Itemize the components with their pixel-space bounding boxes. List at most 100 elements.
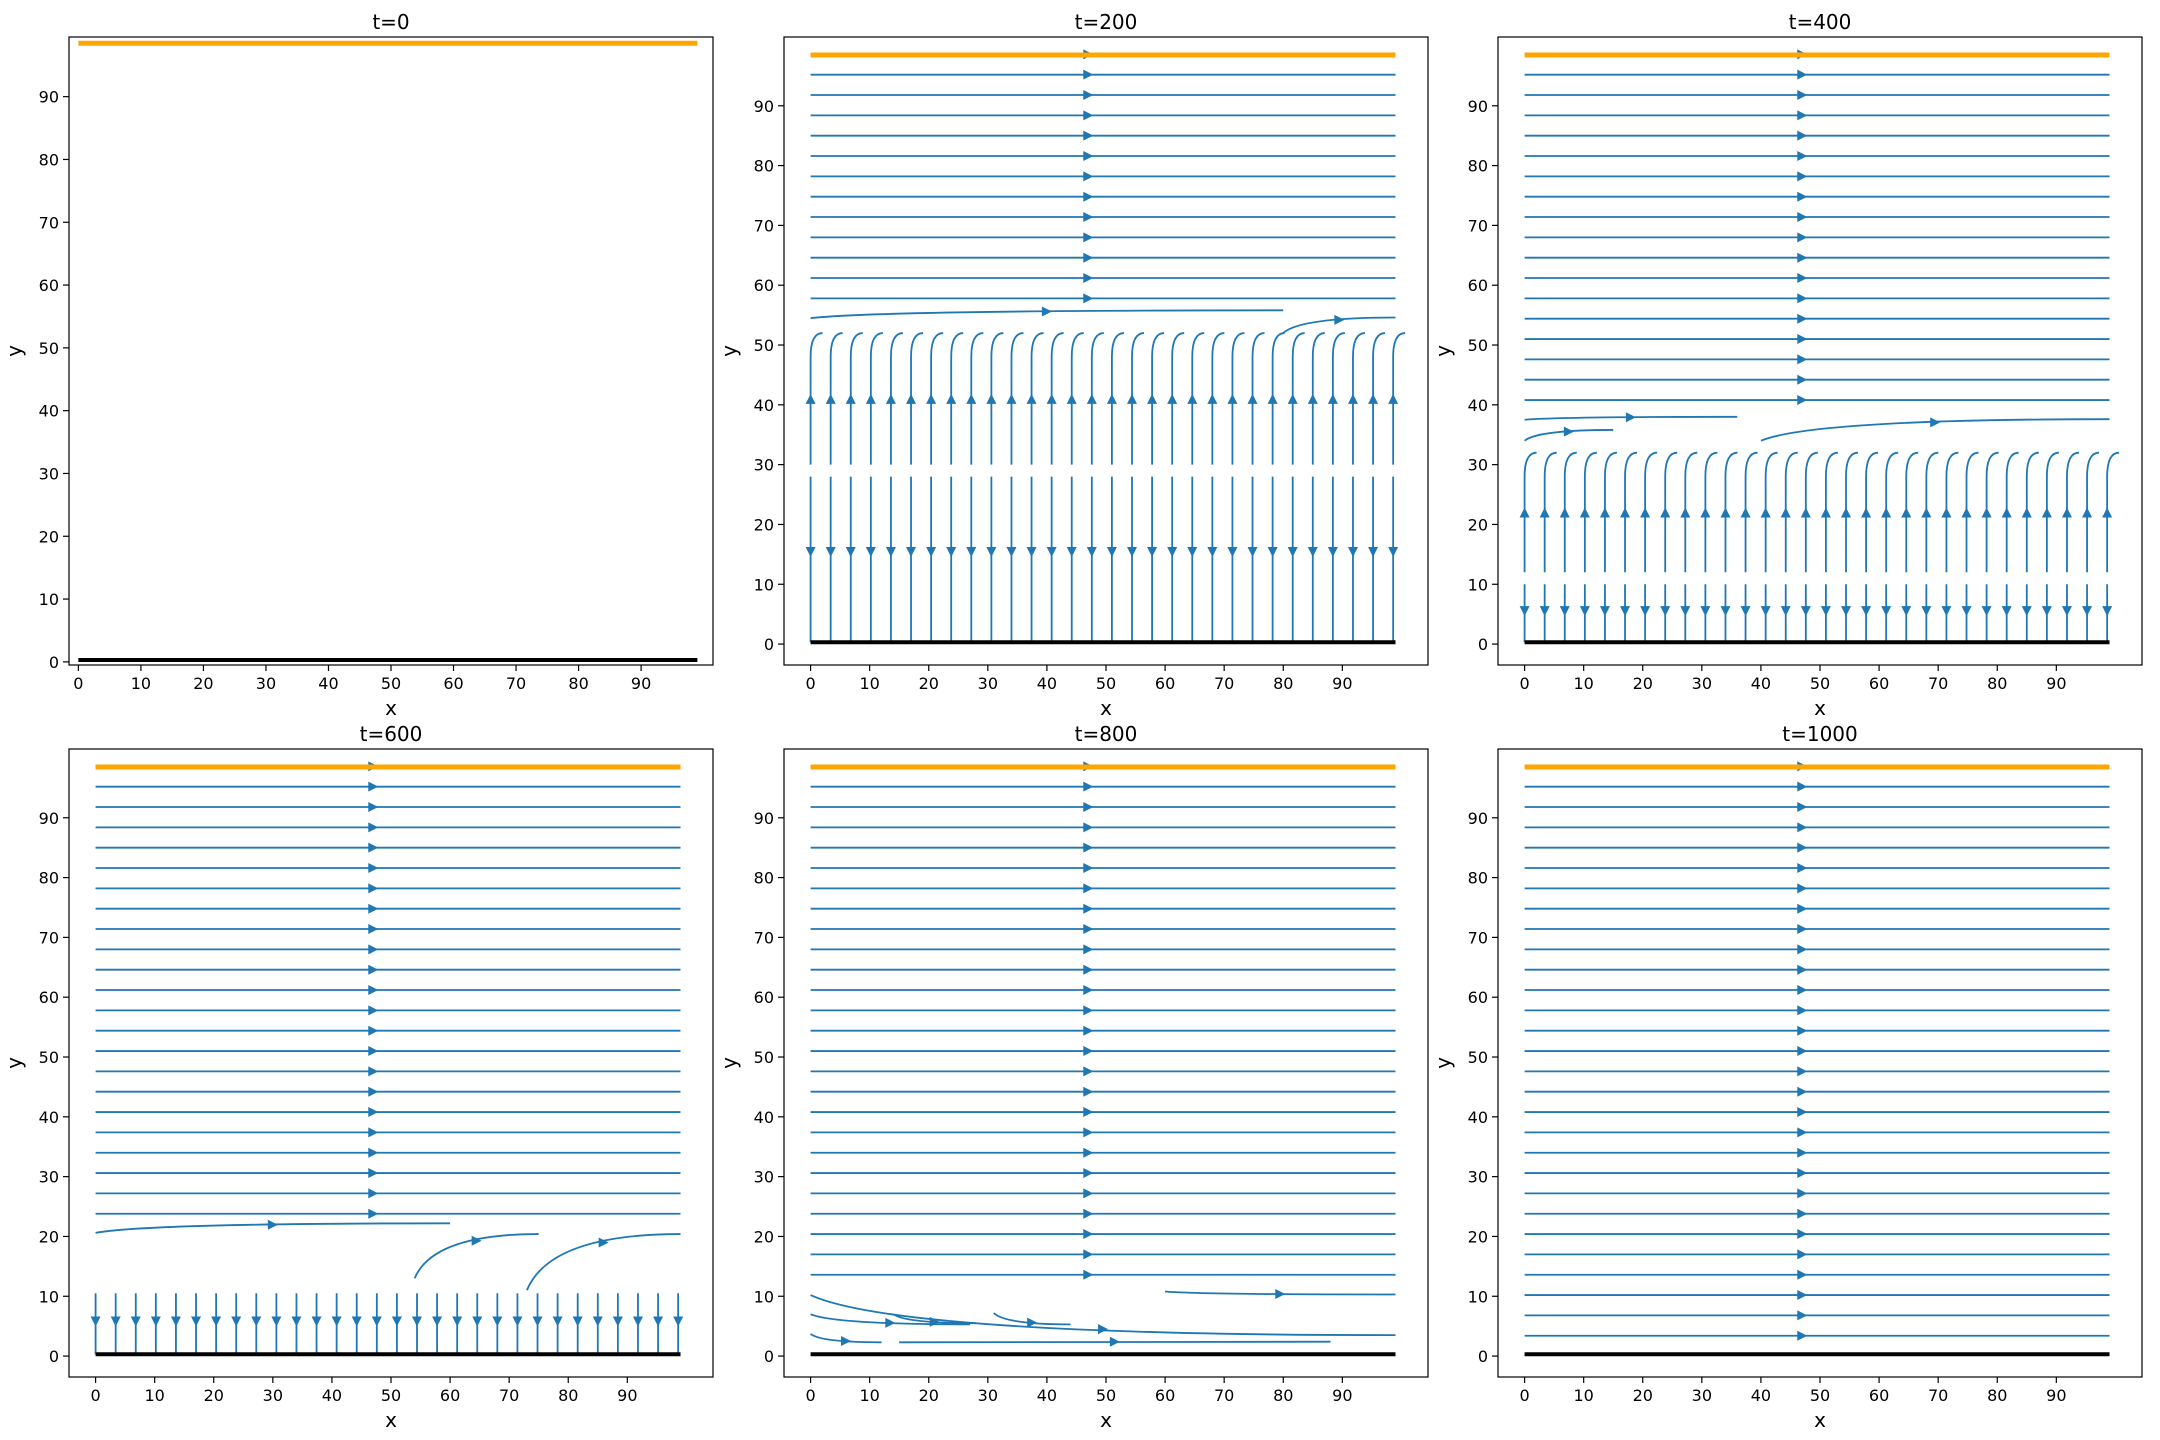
stream-arrow — [1820, 606, 1831, 617]
stream-arrow — [1083, 212, 1094, 223]
y-tick-label: 30 — [39, 1168, 59, 1187]
stream-arrow — [1187, 393, 1198, 404]
streamline — [1604, 451, 1618, 573]
x-tick-label: 20 — [1633, 1386, 1653, 1405]
stream-arrow — [1797, 944, 1808, 955]
stream-arrow — [1797, 1025, 1808, 1036]
stream-arrow — [865, 393, 876, 404]
x-tick-label: 50 — [381, 674, 401, 693]
y-tick-label: 50 — [754, 1048, 774, 1067]
x-tick-label: 0 — [73, 674, 83, 693]
stream-arrow — [1083, 90, 1094, 101]
stream-arrow — [1797, 1290, 1808, 1301]
x-tick-label: 30 — [1692, 1386, 1712, 1405]
stream-arrow — [1797, 1066, 1808, 1077]
streamline — [1985, 451, 1999, 573]
streamline — [990, 332, 1004, 465]
streamline — [1945, 451, 1959, 573]
x-tick-label: 70 — [1928, 1386, 1948, 1405]
x-tick-label: 50 — [1096, 674, 1116, 693]
stream-arrow — [1700, 507, 1711, 518]
streamline — [2086, 451, 2100, 573]
streamline — [1392, 332, 1406, 465]
stream-arrow — [1797, 1086, 1808, 1097]
stream-arrow — [231, 1316, 242, 1327]
y-tick-label: 10 — [754, 575, 774, 594]
stream-arrow — [1941, 507, 1952, 518]
stream-arrow — [1347, 546, 1358, 557]
stream-arrow — [211, 1316, 222, 1327]
axes-frame — [1497, 36, 2143, 666]
stream-arrow — [1126, 393, 1137, 404]
stream-arrow — [1797, 313, 1808, 324]
streamline — [1760, 418, 2110, 442]
stream-arrow — [452, 1316, 463, 1327]
y-tick-label: 20 — [39, 1227, 59, 1246]
stream-arrow — [1046, 393, 1057, 404]
stream-arrow — [1006, 546, 1017, 557]
stream-arrow — [1797, 69, 1808, 80]
stream-arrow — [1066, 393, 1077, 404]
streamline — [1865, 451, 1879, 573]
stream-arrow — [1961, 507, 1972, 518]
stream-arrow — [1027, 1317, 1038, 1328]
y-axis-label: y — [2, 1057, 26, 1069]
stream-arrow — [1861, 507, 1872, 518]
y-tick-label: 50 — [39, 1048, 59, 1067]
stream-arrow — [885, 1317, 896, 1328]
stream-arrow — [1083, 1269, 1094, 1280]
x-tick-label: 10 — [131, 674, 151, 693]
streamline — [1090, 332, 1104, 465]
plot-area — [810, 761, 1396, 1357]
stream-arrow — [1083, 1168, 1094, 1179]
y-tick-label: 90 — [1468, 809, 1488, 828]
stream-arrow — [1368, 393, 1379, 404]
streamline — [1563, 451, 1577, 573]
stream-arrow — [1800, 606, 1811, 617]
y-tick-label: 60 — [754, 988, 774, 1007]
stream-arrow — [1760, 507, 1771, 518]
stream-arrow — [1620, 507, 1631, 518]
stream-arrow — [598, 1237, 609, 1248]
stream-arrow — [929, 1316, 940, 1327]
y-tick-label: 0 — [49, 1347, 59, 1366]
y-tick-label: 60 — [754, 276, 774, 295]
x-tick-label: 20 — [919, 1386, 939, 1405]
stream-arrow — [653, 1316, 664, 1327]
stream-arrow — [1797, 985, 1808, 996]
stream-arrow — [1083, 130, 1094, 141]
y-tick-label: 40 — [754, 396, 774, 415]
stream-arrow — [612, 1316, 623, 1327]
stream-arrow — [1086, 546, 1097, 557]
streamline — [810, 1294, 1396, 1337]
x-tick-label: 50 — [381, 1386, 401, 1405]
stream-arrow — [1083, 1107, 1094, 1118]
stream-arrow — [1307, 393, 1318, 404]
y-tick-label: 30 — [39, 464, 59, 483]
stream-arrow — [368, 1127, 379, 1138]
stream-arrow — [1901, 606, 1912, 617]
x-tick-label: 90 — [2046, 1386, 2066, 1405]
stream-arrow — [391, 1316, 402, 1327]
y-tick-label: 80 — [39, 869, 59, 888]
x-tick-label: 90 — [1332, 1386, 1352, 1405]
stream-arrow — [1797, 781, 1808, 792]
y-tick-label: 40 — [1468, 1108, 1488, 1127]
streamline — [1543, 451, 1557, 573]
axes-frame — [68, 748, 714, 1378]
streamline — [1523, 451, 1537, 573]
streamline — [95, 1222, 451, 1234]
subplot-title: t=800 — [1075, 722, 1138, 746]
x-tick-label: 80 — [1273, 1386, 1293, 1405]
subplot-1: 0 10 20 30 40 50 60 70 80 90 0 10 20 30 40 50 60 70 80 90 t=… — [717, 10, 1429, 720]
streamline — [1845, 451, 1859, 573]
x-tick-label: 80 — [1273, 674, 1293, 693]
x-tick-label: 30 — [256, 674, 276, 693]
y-tick-label: 20 — [1468, 1227, 1488, 1246]
stream-arrow — [1083, 985, 1094, 996]
stream-arrow — [845, 393, 856, 404]
y-tick-label: 40 — [754, 1108, 774, 1127]
streamline — [1524, 415, 1738, 421]
y-tick-label: 0 — [764, 1347, 774, 1366]
stream-arrow — [368, 781, 379, 792]
